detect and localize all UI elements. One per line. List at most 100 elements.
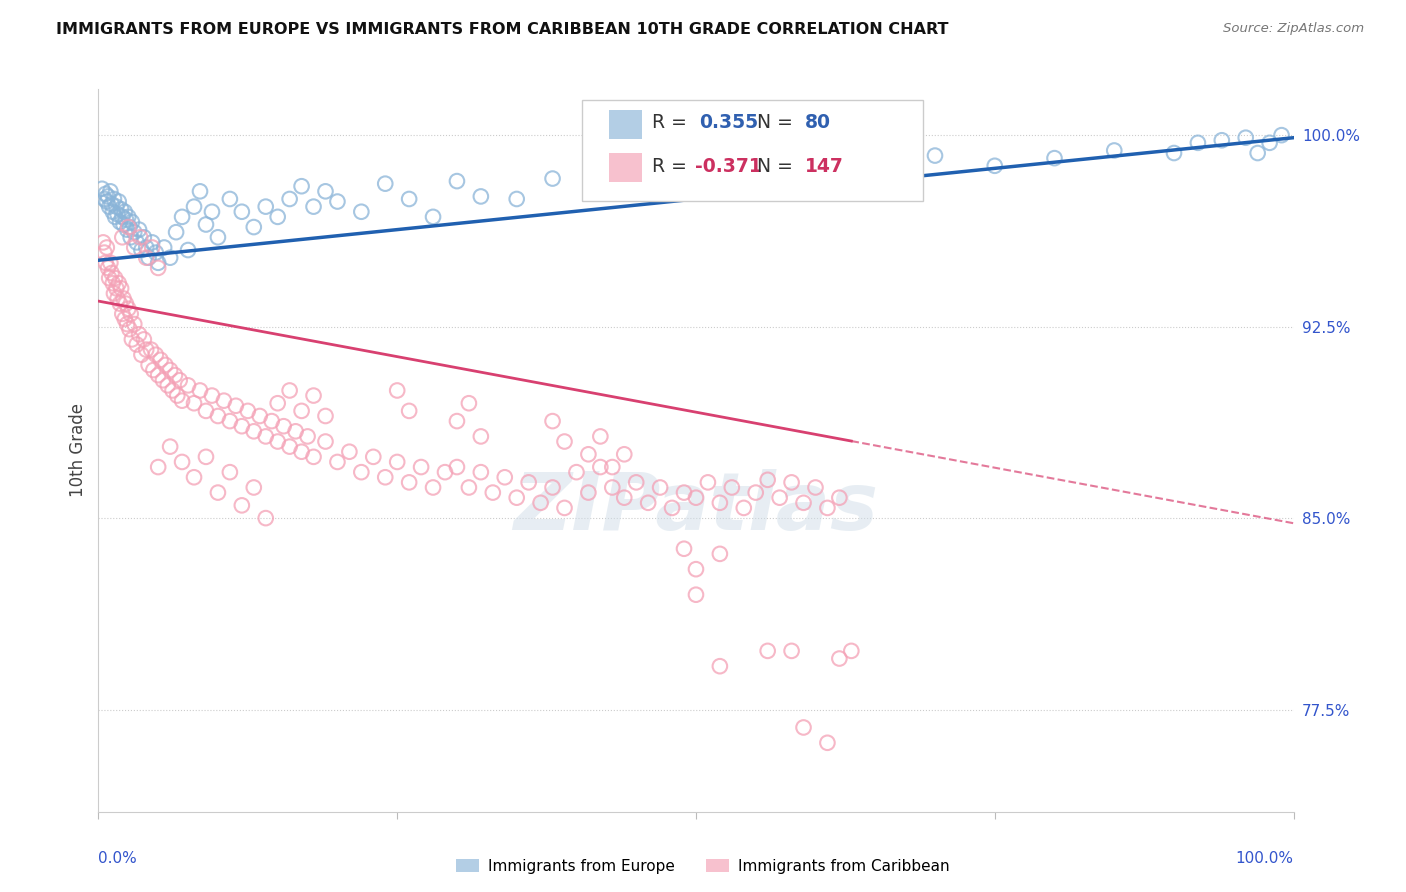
Point: [101, 204, 124, 219]
Point: [115, 317, 138, 331]
Point: [721, 481, 744, 495]
Point: [131, 243, 153, 257]
Point: [118, 220, 141, 235]
Point: [132, 230, 155, 244]
Point: [107, 277, 129, 291]
Point: [578, 447, 600, 461]
Point: [685, 562, 707, 576]
Point: [141, 240, 163, 254]
Point: [212, 393, 235, 408]
Point: [673, 485, 696, 500]
Point: [589, 429, 612, 443]
Point: [661, 500, 683, 515]
Point: [105, 200, 128, 214]
Point: [470, 429, 492, 443]
Point: [98, 184, 122, 198]
Point: [104, 271, 127, 285]
Point: [138, 251, 160, 265]
Point: [517, 475, 540, 490]
Point: [177, 378, 200, 392]
Point: [201, 204, 224, 219]
Text: -0.371: -0.371: [695, 157, 762, 176]
Point: [115, 212, 138, 227]
Point: [613, 447, 636, 461]
Point: [446, 174, 468, 188]
Point: [984, 159, 1007, 173]
Point: [225, 399, 247, 413]
Point: [1187, 136, 1209, 150]
Point: [97, 189, 120, 203]
Point: [780, 644, 803, 658]
Point: [278, 192, 301, 206]
Point: [434, 465, 457, 479]
Point: [117, 210, 139, 224]
Point: [385, 455, 409, 469]
Point: [267, 434, 290, 449]
Point: [112, 292, 135, 306]
Point: [94, 186, 117, 201]
Point: [602, 460, 624, 475]
Point: [148, 460, 170, 475]
Point: [648, 481, 672, 495]
Point: [163, 368, 186, 383]
Text: 147: 147: [804, 157, 844, 176]
Point: [112, 218, 135, 232]
Point: [793, 721, 815, 735]
Point: [267, 396, 290, 410]
Point: [470, 465, 492, 479]
Point: [93, 192, 115, 206]
Point: [219, 465, 242, 479]
Point: [169, 373, 191, 387]
Point: [1234, 130, 1257, 145]
Point: [422, 481, 444, 495]
Point: [756, 473, 779, 487]
Point: [363, 450, 385, 464]
Point: [128, 327, 150, 342]
Point: [745, 153, 768, 168]
Point: [91, 235, 114, 250]
Point: [96, 240, 118, 254]
Point: [100, 197, 122, 211]
Point: [841, 644, 863, 658]
Point: [207, 409, 229, 423]
Point: [117, 301, 139, 316]
Point: [219, 192, 242, 206]
Point: [865, 166, 887, 180]
Point: [94, 256, 117, 270]
Point: [446, 414, 468, 428]
Point: [243, 425, 266, 439]
Point: [231, 204, 253, 219]
Point: [207, 485, 229, 500]
Point: [115, 296, 138, 310]
Point: [291, 179, 314, 194]
Point: [124, 317, 146, 331]
Point: [98, 256, 122, 270]
Point: [541, 171, 564, 186]
Point: [101, 277, 124, 291]
Point: [815, 736, 838, 750]
Point: [273, 419, 295, 434]
Point: [231, 419, 253, 434]
Point: [481, 485, 505, 500]
Point: [148, 368, 170, 383]
Point: [124, 240, 146, 254]
Point: [125, 235, 148, 250]
Point: [91, 182, 114, 196]
Point: [195, 218, 218, 232]
Point: [159, 251, 181, 265]
Point: [254, 429, 277, 443]
Point: [114, 204, 136, 219]
Point: [107, 207, 129, 221]
Point: [326, 194, 349, 209]
Point: [685, 491, 707, 505]
Point: [118, 322, 141, 336]
Point: [291, 404, 314, 418]
Point: [249, 409, 271, 423]
Point: [188, 184, 211, 198]
Point: [121, 332, 143, 346]
Point: [1104, 144, 1126, 158]
Point: [152, 373, 174, 387]
Text: R =: R =: [652, 157, 693, 176]
Point: [297, 429, 319, 443]
Point: [494, 470, 516, 484]
